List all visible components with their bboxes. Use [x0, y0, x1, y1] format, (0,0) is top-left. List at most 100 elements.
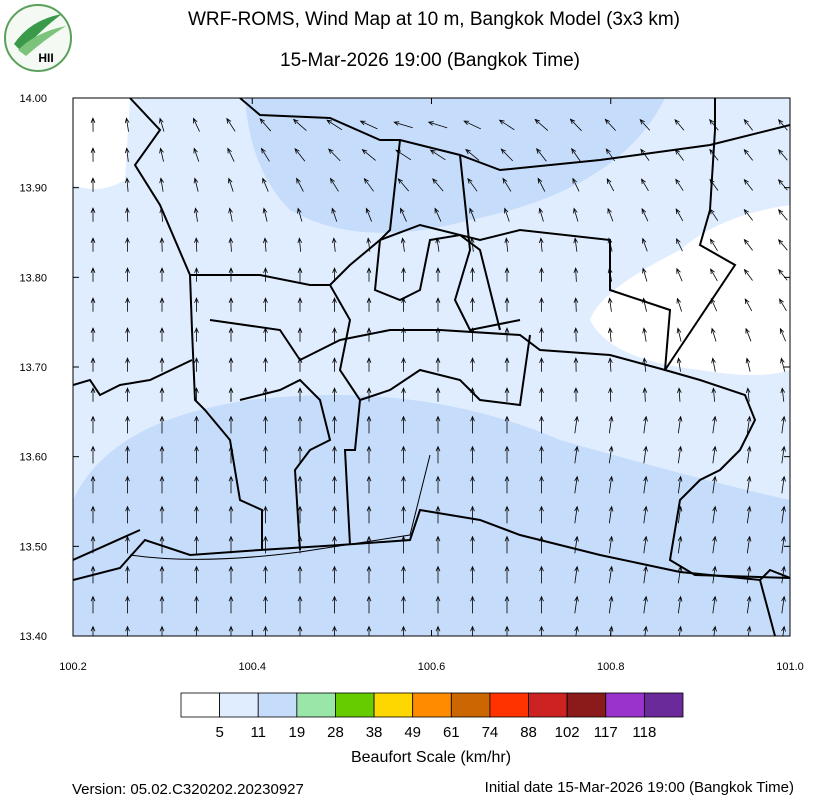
- wind-arrow: [743, 268, 753, 281]
- colorbar-label: 38: [366, 724, 383, 741]
- x-tick-label: 100.4: [238, 661, 266, 673]
- wind-arrow: [643, 625, 648, 636]
- wind-arrow: [709, 238, 718, 251]
- x-tick-label: 100.8: [597, 661, 625, 673]
- wind-arrow: [539, 625, 544, 636]
- wind-arrow: [125, 387, 130, 402]
- wind-arrow: [359, 120, 378, 130]
- wind-arrow: [607, 297, 613, 312]
- wind-arrow: [607, 207, 614, 222]
- wind-arrow: [677, 595, 683, 614]
- wind-arrow: [504, 387, 510, 402]
- wind-arrow: [228, 357, 234, 372]
- wind-arrow: [709, 148, 719, 161]
- wind-arrow: [470, 415, 475, 434]
- wind-arrow: [467, 177, 478, 192]
- wind-arrow: [262, 177, 269, 192]
- version: Version: 05.02.C320202.20230927: [72, 781, 304, 798]
- wind-arrow: [125, 625, 130, 636]
- wind-arrow: [574, 445, 579, 464]
- wind-arrow: [779, 327, 786, 342]
- wind-arrow: [781, 625, 786, 636]
- wind-arrow: [401, 595, 406, 614]
- wind-arrow: [296, 177, 304, 192]
- wind-arrow: [639, 118, 651, 131]
- wind-arrow: [194, 415, 199, 434]
- wind-arrow: [539, 387, 544, 402]
- wind-arrow: [292, 118, 307, 131]
- wind-arrow: [470, 327, 475, 342]
- wind-arrow: [676, 267, 683, 282]
- wind-arrow: [297, 415, 303, 434]
- wind-arrow: [297, 237, 303, 252]
- wind-arrow: [746, 535, 752, 554]
- wind-arrow: [194, 267, 199, 282]
- wind-arrow: [745, 387, 751, 402]
- wind-arrow: [90, 327, 96, 342]
- wind-arrow: [746, 505, 752, 524]
- wind-arrow: [470, 505, 475, 524]
- wind-arrow: [401, 625, 406, 636]
- wind-arrow: [781, 595, 786, 614]
- wind-arrow: [401, 297, 406, 312]
- wind-arrow: [573, 327, 579, 342]
- wind-arrow: [539, 535, 544, 554]
- wind-arrow: [470, 535, 475, 554]
- y-tick-label: 13.40: [19, 631, 47, 643]
- wind-arrow: [574, 415, 579, 434]
- wind-arrow: [538, 237, 544, 252]
- wind-arrow: [709, 208, 719, 221]
- wind-arrow: [263, 565, 268, 584]
- wind-arrow: [401, 475, 406, 494]
- wind-arrow: [193, 147, 200, 162]
- wind-arrow: [263, 625, 268, 636]
- wind-arrow: [504, 475, 510, 494]
- wind-arrow: [125, 535, 130, 554]
- wind-arrow: [674, 119, 685, 131]
- wind-arrow: [366, 475, 372, 494]
- wind-arrow: [538, 207, 544, 222]
- wind-arrow: [539, 357, 544, 372]
- wind-arrow: [125, 475, 130, 494]
- wind-arrow: [539, 595, 544, 614]
- wind-arrow: [227, 147, 235, 162]
- wind-arrow: [326, 119, 343, 131]
- wind-arrow: [125, 445, 130, 464]
- wind-arrow: [504, 415, 510, 434]
- colorbar-box: [605, 692, 645, 718]
- wind-arrow: [194, 475, 199, 494]
- wind-arrow: [159, 445, 165, 464]
- wind-arrow: [332, 267, 337, 282]
- wind-arrow: [607, 327, 613, 342]
- wind-arrow: [573, 357, 579, 372]
- wind-arrow: [263, 505, 268, 524]
- wind-arrow: [90, 445, 96, 464]
- colorbar-label: 117: [594, 724, 618, 741]
- wind-arrow: [470, 565, 475, 584]
- colorbar-label: 11: [250, 724, 266, 741]
- wind-arrow: [125, 237, 130, 252]
- wind-arrow: [539, 565, 544, 584]
- wind-arrow: [608, 505, 614, 524]
- wind-arrow: [642, 237, 648, 252]
- wind-arrow: [743, 208, 753, 221]
- wind-arrow: [470, 387, 475, 402]
- wind-arrow: [463, 120, 482, 130]
- wind-arrow: [605, 148, 616, 162]
- wind-arrow: [434, 207, 442, 222]
- wind-arrow: [159, 297, 165, 312]
- wind-arrow: [228, 237, 234, 252]
- wind-arrow: [641, 207, 649, 222]
- wind-arrow: [606, 178, 615, 192]
- wind-arrow: [124, 147, 130, 162]
- title: WRF-ROMS, Wind Map at 10 m, Bangkok Mode…: [188, 9, 680, 30]
- wind-arrow: [297, 475, 303, 494]
- colorbar-label: 88: [520, 724, 537, 741]
- wind-arrow: [745, 327, 752, 342]
- wind-arrow: [124, 177, 130, 192]
- wind-arrow: [125, 207, 130, 222]
- wind-arrow: [125, 595, 130, 614]
- wind-arrow: [746, 595, 752, 614]
- wind-arrow: [297, 535, 303, 554]
- wind-arrow: [504, 267, 510, 282]
